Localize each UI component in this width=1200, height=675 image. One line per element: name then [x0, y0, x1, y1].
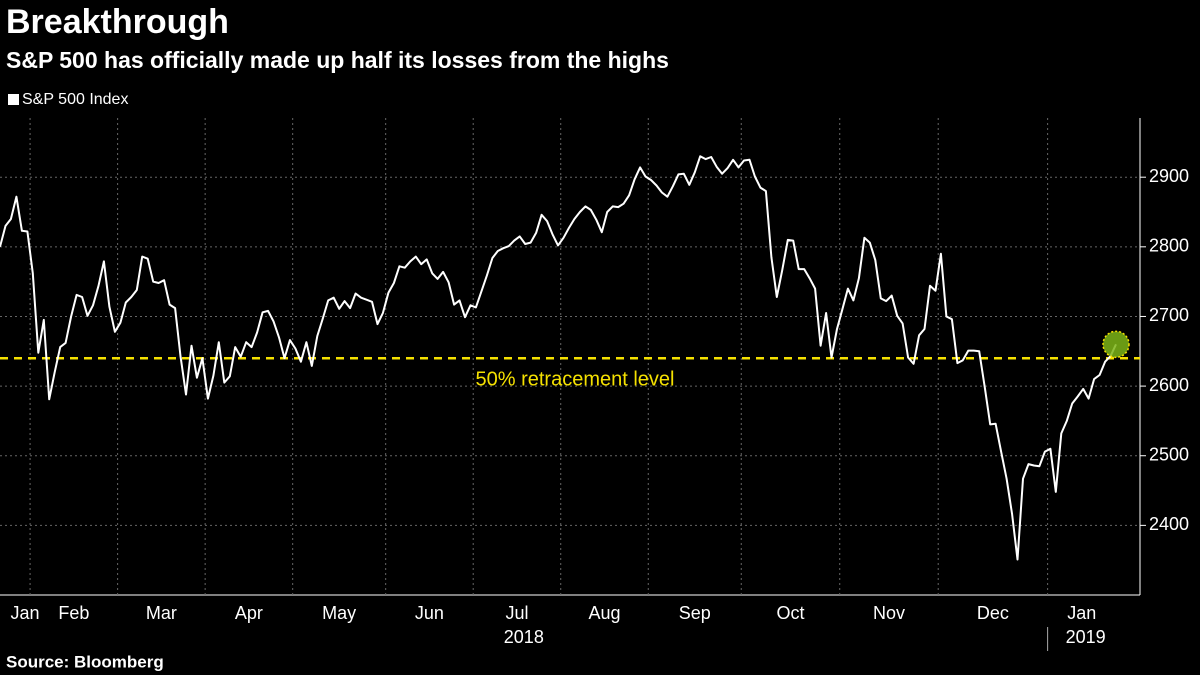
x-tick-label: Nov [873, 603, 905, 623]
reference-label: 50% retracement level [476, 369, 675, 391]
x-tick-label: May [322, 603, 356, 623]
y-tick-label: 2500 [1149, 444, 1189, 464]
x-tick-label: Jun [415, 603, 444, 623]
x-tick-label: Sep [679, 603, 711, 623]
legend-label: S&P 500 Index [22, 91, 128, 108]
highlight-point [1102, 330, 1130, 359]
y-tick-label: 2600 [1149, 375, 1189, 395]
y-tick-label: 2400 [1149, 514, 1189, 534]
chart-subtitle: S&P 500 has officially made up half its … [6, 47, 669, 73]
source: Source: Bloomberg [6, 652, 164, 671]
x-tick-label: Apr [235, 603, 263, 623]
chart-title: Breakthrough [6, 3, 229, 41]
x-tick-label: Jan [1067, 603, 1096, 623]
year-label: 2018 [504, 627, 544, 647]
x-tick-label: Jul [505, 603, 528, 623]
x-tick-label: Jan [11, 603, 40, 623]
y-tick-label: 2800 [1149, 236, 1189, 256]
x-tick-label: Oct [776, 603, 804, 623]
y-tick-label: 2700 [1149, 305, 1189, 325]
y-tick-label: 2900 [1149, 166, 1189, 186]
legend-swatch [8, 94, 19, 105]
year-label: 2019 [1066, 627, 1106, 647]
x-tick-label: Feb [58, 603, 89, 623]
x-tick-label: Mar [146, 603, 177, 623]
x-tick-label: Aug [588, 603, 620, 623]
line [0, 155, 1117, 561]
x-tick-label: Dec [977, 603, 1009, 623]
